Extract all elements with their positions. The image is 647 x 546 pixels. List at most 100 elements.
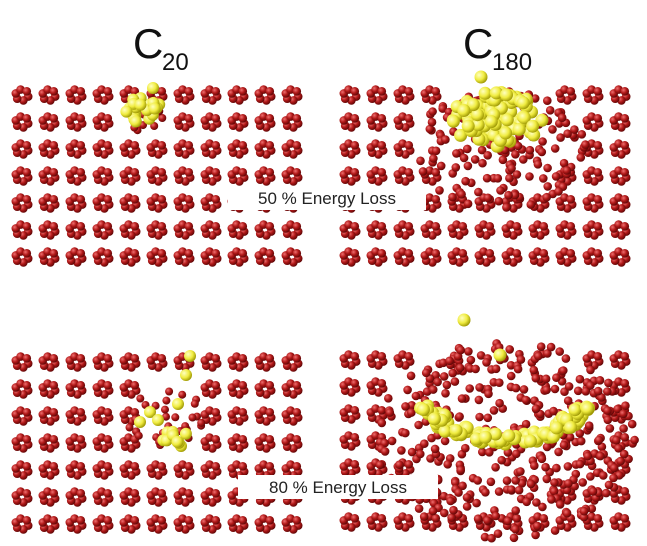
projectile-atom <box>550 421 563 434</box>
substrate-atom <box>351 141 360 150</box>
substrate-atom <box>239 87 248 96</box>
substrate-atom <box>534 352 543 361</box>
column-title: C 180 <box>463 20 532 76</box>
substrate-atom <box>586 366 595 375</box>
substrate-atom <box>471 365 480 374</box>
substrate-atom <box>351 406 360 415</box>
substrate-atom <box>351 433 360 442</box>
substrate-atom <box>538 148 547 157</box>
substrate-atom <box>378 141 387 150</box>
substrate-atom <box>448 193 457 202</box>
substrate-atom <box>351 460 360 469</box>
substrate-atom <box>484 390 493 399</box>
substrate-atom <box>422 369 431 378</box>
substrate-atom <box>494 174 503 183</box>
substrate-atom <box>50 516 59 525</box>
substrate-atom <box>384 394 393 403</box>
substrate-atom <box>499 156 508 165</box>
substrate-atom <box>239 168 248 177</box>
substrate-atom <box>239 408 248 417</box>
substrate-atom <box>594 352 603 361</box>
substrate-atom <box>77 435 86 444</box>
substrate-atom <box>351 249 360 258</box>
projectile-atom <box>581 402 594 415</box>
projectile-atom <box>568 403 581 416</box>
substrate-atom <box>621 487 630 496</box>
substrate-atom <box>458 394 467 403</box>
substrate-atom <box>472 499 481 508</box>
substrate-atom <box>475 396 484 405</box>
substrate-atom <box>131 462 140 471</box>
substrate-atom <box>485 448 494 457</box>
substrate-atom <box>131 408 140 417</box>
substrate-atom <box>517 355 526 364</box>
substrate-atom <box>577 153 586 162</box>
substrate-atom <box>212 141 221 150</box>
substrate-atom <box>266 516 275 525</box>
substrate-atom <box>405 87 414 96</box>
substrate-atom <box>540 249 549 258</box>
substrate-atom <box>555 347 564 356</box>
projectile-atom <box>485 115 498 128</box>
substrate-atom <box>542 375 551 384</box>
substrate-atom <box>457 190 466 199</box>
substrate-atom <box>50 249 59 258</box>
substrate-atom <box>104 195 113 204</box>
substrate-atom <box>239 222 248 231</box>
substrate-atom <box>585 421 594 430</box>
substrate-atom <box>532 374 541 383</box>
substrate-atom <box>131 195 140 204</box>
substrate-atom <box>351 222 360 231</box>
projectile-atom <box>513 123 526 136</box>
substrate-atom <box>580 507 589 516</box>
substrate-atom <box>185 87 194 96</box>
substrate-atom <box>538 455 547 464</box>
substrate-atom <box>560 441 569 450</box>
projectile-atom <box>479 87 492 100</box>
figure: C 20 C 180 50 % Energy Loss 80 % Energy … <box>0 0 647 546</box>
substrate-atom <box>104 516 113 525</box>
substrate-atom <box>212 462 221 471</box>
substrate-atom <box>486 249 495 258</box>
substrate-atom <box>351 168 360 177</box>
substrate-atom <box>534 160 543 169</box>
substrate-atom <box>604 379 613 388</box>
substrate-atom <box>178 391 186 399</box>
substrate-atom <box>583 452 592 461</box>
substrate-atom <box>562 354 571 363</box>
substrate-atom <box>512 450 521 459</box>
substrate-atom <box>131 249 140 258</box>
substrate-atom <box>614 444 623 453</box>
substrate-atom <box>50 408 59 417</box>
substrate-atom <box>504 191 513 200</box>
substrate-atom <box>513 249 522 258</box>
substrate-atom <box>136 395 144 403</box>
substrate-atom <box>386 408 395 417</box>
substrate-atom <box>440 372 449 381</box>
substrate-atom <box>239 381 248 390</box>
substrate-atom <box>564 479 573 488</box>
substrate-atom <box>104 222 113 231</box>
substrate-atom <box>293 435 302 444</box>
substrate-atom <box>599 471 608 480</box>
substrate-atom <box>595 436 604 445</box>
substrate-atom <box>577 437 586 446</box>
substrate-atom <box>576 460 585 469</box>
projectile-atom <box>171 436 183 448</box>
substrate-atom <box>621 87 630 96</box>
projectile-atom <box>501 113 514 126</box>
substrate-atom <box>546 106 555 115</box>
substrate-atom <box>491 463 500 472</box>
substrate-atom <box>23 114 32 123</box>
substrate-atom <box>376 461 385 470</box>
substrate-atom <box>574 387 583 396</box>
substrate-atom <box>293 87 302 96</box>
projectile-atom <box>457 104 470 117</box>
substrate-atom <box>378 419 387 428</box>
projectile-atom <box>417 403 430 416</box>
substrate-atom <box>594 87 603 96</box>
substrate-atom <box>556 500 565 509</box>
substrate-atom <box>594 195 603 204</box>
substrate-atom <box>487 478 496 487</box>
substrate-atom <box>540 222 549 231</box>
